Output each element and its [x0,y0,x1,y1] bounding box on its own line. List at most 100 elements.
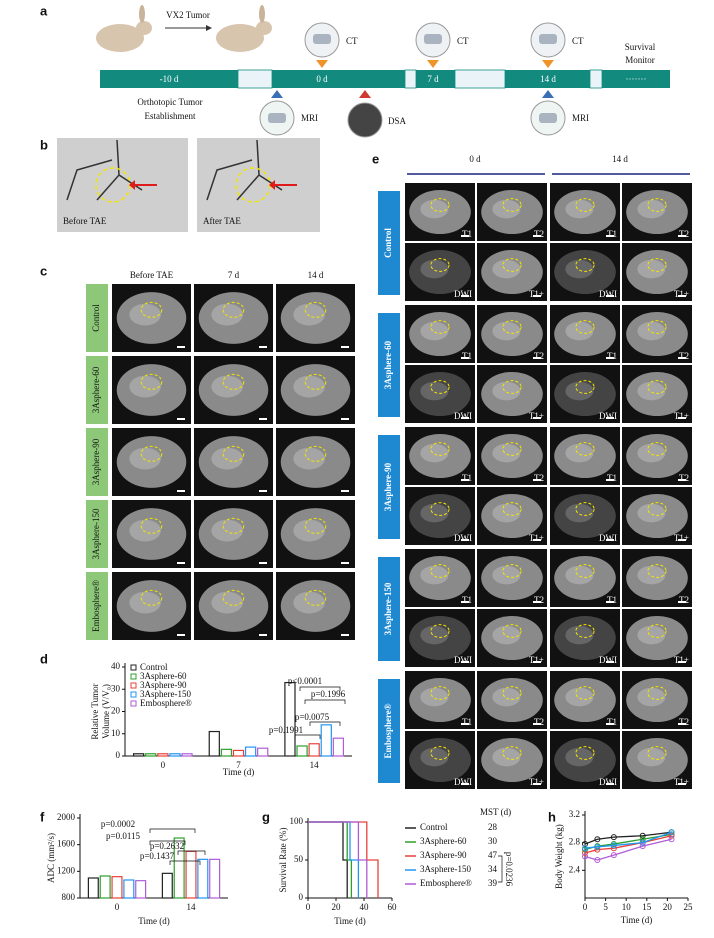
y-tick-label: 2.8 [569,837,581,847]
series-line [584,831,672,845]
scan-organ [637,687,666,707]
y-tick-label: 3.2 [569,809,580,819]
legend-label: 3Asphere-150 [420,864,471,874]
x-tick-label: 20 [332,902,342,912]
scan-organ [129,519,161,542]
bar [111,876,123,899]
scan-organ [565,199,594,219]
group-box [86,572,108,640]
x-tick-label: 0 [583,902,588,912]
series-line [584,838,672,861]
tumor-outline [222,517,245,534]
scan-organ [211,447,243,470]
legend-label: Embosphere® [140,698,192,708]
scan-organ [293,519,325,542]
tumor-outline [304,589,327,606]
bar [220,748,233,757]
scale-bar [461,661,469,663]
timeline-gap [237,69,273,89]
scan-organ [637,381,666,401]
sequence-label: T1 [607,229,617,239]
legend-marker [130,673,137,680]
scale-bar [533,417,541,419]
scan-organ [492,503,521,523]
scale-bar [606,539,614,541]
sequence-label: T1+ [529,777,544,787]
bar [209,858,221,899]
ct-scanner [313,34,331,44]
tumor-outline [647,380,667,394]
panel-letter: e [372,151,379,166]
scan-organ [492,687,521,707]
legend-label: Embosphere® [420,878,472,888]
scan-organ [637,321,666,341]
point [639,843,646,850]
scale-bar [341,346,349,348]
scan-organ [637,747,666,767]
scale-bar [177,562,185,564]
tumor-outline [304,517,327,534]
tumor-outline [502,502,522,516]
point [610,852,617,859]
y-tick-label: 100 [290,816,304,826]
group-label: Embosphere® [91,580,101,632]
scale-bar [678,661,686,663]
red-arrow-head [269,180,275,190]
rabbit-head [256,21,272,35]
x-axis-label: Time (d) [223,767,254,777]
scale-bar [533,539,541,541]
scan-organ [129,591,161,614]
scan-organ [293,447,325,470]
tumor-outline [575,198,595,212]
scan-organ [293,591,325,614]
scale-bar [461,601,469,603]
sequence-label: T2 [534,473,544,483]
y-tick-label: 2.4 [569,864,581,874]
tumor-outline [502,564,522,578]
y-tick-label: 20 [111,706,121,716]
scale-bar [177,634,185,636]
tumor-outline [430,380,450,394]
legend-marker [130,664,137,671]
legend-label: 3Asphere-150 [140,689,191,699]
tumor-outline [304,301,327,318]
sequence-label: T2 [534,595,544,605]
sequence-label: DWI [454,533,472,543]
x-tick-label: 40 [360,902,370,912]
bracket [169,860,201,865]
sequence-label: DWI [454,289,472,299]
scale-bar [533,357,541,359]
tumor-outline [430,502,450,516]
bracket [294,734,321,739]
p-value: p=0.1437 [140,851,175,861]
dsa-label: Before TAE [63,216,107,226]
mst-value: 39 [488,878,498,888]
sequence-label: T2 [534,229,544,239]
legend-label: Control [420,822,448,832]
scan-organ [293,375,325,398]
sequence-label: T2 [679,351,689,361]
bar [87,877,99,899]
point [582,853,588,860]
scan-organ [420,625,449,645]
scan-organ [211,591,243,614]
sequence-label: DWI [454,411,472,421]
survival-label: Monitor [625,55,655,65]
legend-label: Control [140,662,168,672]
scan-organ [211,375,243,398]
x-tick-label: 0 [115,902,120,912]
scan-organ [211,303,243,326]
scan-organ [420,747,449,767]
scan-organ [565,687,594,707]
sequence-label: T1 [607,595,617,605]
sequence-label: T1+ [529,533,544,543]
group-label: 3Asphere-60 [91,366,101,413]
scale-bar [533,723,541,725]
group-label: Control [383,228,393,258]
tumor-outline [575,320,595,334]
sequence-label: T1+ [674,655,689,665]
scale-bar [533,661,541,663]
timeline-gap [454,69,506,89]
scale-bar [461,783,469,785]
bar [296,745,308,757]
